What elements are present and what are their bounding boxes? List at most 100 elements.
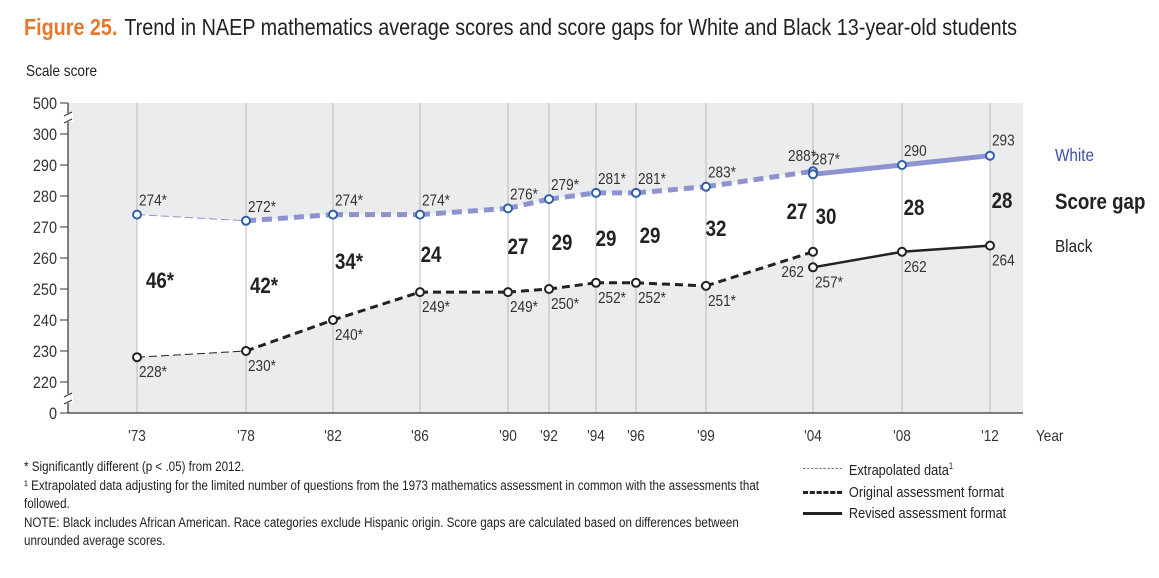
black-line-segment [507, 287, 550, 294]
y-tick-label: 0 [49, 405, 57, 423]
y-tick-label: 270 [33, 219, 57, 237]
white-data-point [701, 181, 711, 192]
white-data-point [808, 169, 818, 180]
score-gap-label: 29 [552, 232, 573, 256]
white-data-point [985, 150, 995, 161]
black-value-label: 257* [815, 274, 843, 291]
axis-break-gap [63, 394, 73, 403]
x-tick-label: '12 [981, 428, 999, 445]
score-gap-label: 27 [508, 236, 529, 260]
significance-note: * Significantly different (p < .05) from… [24, 459, 245, 474]
footnote-marker: 1 [948, 461, 954, 471]
x-tick-label: '04 [804, 428, 822, 445]
score-gap-label: 28 [992, 190, 1013, 214]
y-tick-label: 230 [33, 343, 57, 361]
white-value-label: 283* [708, 165, 736, 182]
black-data-point [544, 284, 554, 294]
y-tick-label: 300 [33, 126, 57, 144]
white-data-point [897, 160, 907, 170]
axis-break-gap [63, 113, 73, 122]
black-data-point [897, 246, 907, 257]
race-note: NOTE: Black includes African American. R… [24, 514, 739, 549]
footnotes: * Significantly different (p < .05) from… [24, 458, 764, 551]
white-value-label: 281* [638, 171, 666, 188]
white-line-segment [136, 214, 247, 222]
black-value-label: 262 [781, 264, 804, 281]
black-value-label: 252* [598, 290, 626, 307]
x-tick-label: '82 [324, 428, 342, 445]
black-value-label: 249* [422, 299, 450, 316]
axis-break-mark [63, 392, 73, 398]
y-tick-label: 500 [33, 95, 57, 113]
line-chart: '73 '78 '82 '86 '90 '92 '94 '96 '99 '04 '08 '12 Year… [33, 95, 1145, 445]
axis-break-mark [63, 399, 73, 405]
legend-original-label: Original assessment format [848, 483, 1005, 501]
black-line-segment [812, 250, 903, 269]
black-data-point [241, 346, 251, 356]
white-line-segment [507, 196, 550, 211]
white-value-label: 276* [510, 186, 538, 203]
score-gap-label: 46* [146, 270, 174, 294]
black-value-label: 252* [638, 290, 666, 307]
legend-original: Original assessment format [803, 482, 1006, 504]
black-line-segment [245, 318, 334, 353]
black-value-label: 228* [139, 364, 167, 381]
black-value-label: 264 [992, 253, 1015, 270]
black-line-segment [332, 290, 421, 322]
black-data-point [631, 277, 641, 288]
axis-break-mark [63, 111, 73, 117]
score-gap-label: 28 [904, 197, 925, 221]
black-line-segment [635, 281, 707, 288]
white-data-point [415, 209, 425, 220]
white-data-point [544, 194, 554, 205]
x-tick-label: '73 [128, 428, 146, 445]
white-data-point [132, 209, 142, 220]
white-value-label: 272* [248, 199, 276, 216]
solid-swatch [803, 512, 843, 516]
black-data-point [591, 277, 601, 288]
white-line-segment [812, 162, 903, 177]
x-tick-label: '92 [540, 428, 558, 445]
white-line-segment [635, 184, 707, 196]
white-line-segment [901, 153, 991, 168]
black-data-point [985, 240, 995, 251]
score-gap-label: 29 [640, 225, 661, 249]
black-data-point [808, 246, 818, 257]
white-data-point [503, 203, 513, 214]
x-tick-label: '08 [893, 428, 911, 445]
thick-dash-swatch [803, 490, 843, 494]
figure-number: Figure 25. [24, 14, 118, 40]
white-series-label: White [1055, 145, 1094, 165]
score-gap-label: 24 [421, 244, 442, 268]
x-axis-label: Year [1036, 428, 1063, 445]
black-value-label: 230* [248, 358, 276, 375]
y-tick-label: 280 [33, 188, 57, 206]
black-line-segment [548, 281, 597, 291]
white-value-label: 274* [422, 193, 450, 210]
x-tick-label: '78 [237, 428, 255, 445]
score-gap-band [137, 155, 990, 358]
score-gap-label: 42* [250, 275, 278, 299]
legend-extrapolated: Extrapolated data1 [803, 456, 1006, 482]
black-data-point [808, 262, 818, 273]
black-line-segment [705, 250, 814, 288]
white-line-segment [419, 205, 509, 218]
legend-revised-label: Revised assessment format [848, 505, 1007, 522]
white-line-segment [245, 212, 334, 224]
thin-dash-swatch [803, 468, 843, 470]
black-value-label: 249* [510, 299, 538, 316]
x-tick-label: '94 [587, 428, 605, 445]
score-gap-label: 27 [787, 201, 808, 225]
white-value-label: 293 [992, 133, 1015, 150]
black-data-point [328, 315, 338, 325]
black-value-label: 240* [335, 327, 363, 344]
y-tick-label: 290 [33, 157, 57, 175]
white-value-label: 290 [904, 143, 927, 160]
axis-break-mark [63, 118, 73, 124]
black-line-segment [136, 350, 247, 358]
white-value-label: 287* [812, 151, 840, 168]
y-tick-label: 250 [33, 281, 57, 299]
legend: Extrapolated data1 Original assessment f… [803, 456, 1006, 525]
white-value-label: 274* [335, 193, 363, 210]
white-line-segment [548, 190, 597, 202]
